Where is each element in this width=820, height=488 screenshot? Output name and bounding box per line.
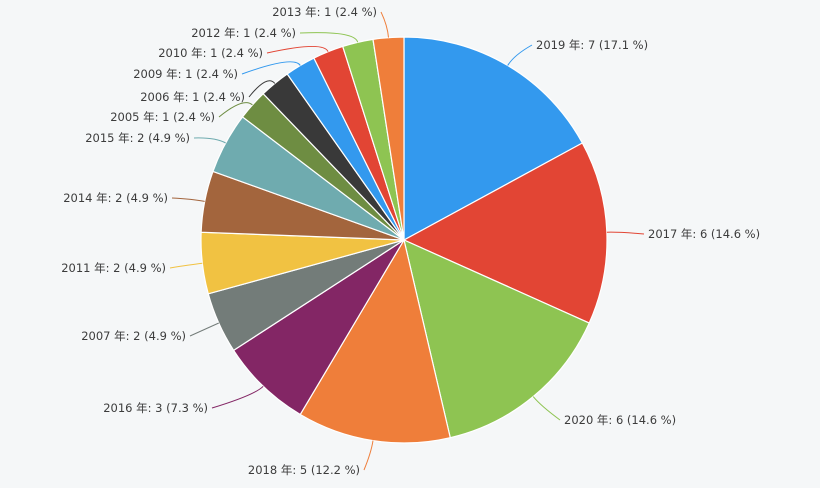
slice-label-2010: 2010 年: 1 (2.4 %) (158, 46, 263, 60)
pie-slice-2017[interactable] (402, 142, 608, 324)
slice-label-2007: 2007 年: 2 (4.9 %) (81, 329, 186, 343)
slice-label-2013: 2013 年: 1 (2.4 %) (272, 5, 377, 19)
leader-line-2007 (189, 322, 220, 337)
leader-line-2020 (532, 396, 561, 421)
slice-label-2011: 2011 年: 2 (4.9 %) (61, 261, 166, 275)
leaders-layer (169, 11, 645, 471)
leader-line-2015 (193, 137, 226, 144)
leader-line-2010 (266, 45, 329, 54)
slice-label-2009: 2009 年: 1 (2.4 %) (133, 67, 238, 81)
leader-line-2009 (241, 61, 301, 75)
slices-layer (200, 36, 608, 444)
leader-line-2019 (507, 44, 533, 66)
slice-label-2005: 2005 年: 1 (2.4 %) (110, 110, 215, 124)
slice-label-2014: 2014 年: 2 (4.9 %) (63, 191, 168, 205)
leader-line-2014 (171, 197, 205, 202)
slice-label-2018: 2018 年: 5 (12.2 %) (248, 463, 360, 477)
pie-slice-2019[interactable] (403, 36, 584, 242)
leader-line-2006 (248, 80, 276, 98)
leader-line-2013 (380, 11, 389, 38)
leader-line-2016 (211, 385, 264, 409)
leader-line-2018 (363, 440, 374, 471)
slice-label-2015: 2015 年: 2 (4.9 %) (85, 131, 190, 145)
slice-label-2016: 2016 年: 3 (7.3 %) (103, 401, 208, 415)
slice-label-2019: 2019 年: 7 (17.1 %) (536, 38, 648, 52)
leader-line-2017 (606, 231, 645, 235)
leader-line-2011 (169, 262, 203, 269)
labels-layer: 2019 年: 7 (17.1 %) 2017 年: 6 (14.6 %) 2020… (61, 5, 760, 477)
leader-line-2005 (218, 102, 253, 118)
slice-label-2006: 2006 年: 1 (2.4 %) (140, 90, 245, 104)
slice-label-2017: 2017 年: 6 (14.6 %) (648, 227, 760, 241)
slice-label-2012: 2012 年: 1 (2.4 %) (191, 26, 296, 40)
leader-line-2012 (299, 32, 359, 43)
pie-slice-2020[interactable] (403, 238, 591, 439)
slice-label-2020: 2020 年: 6 (14.6 %) (564, 413, 676, 427)
